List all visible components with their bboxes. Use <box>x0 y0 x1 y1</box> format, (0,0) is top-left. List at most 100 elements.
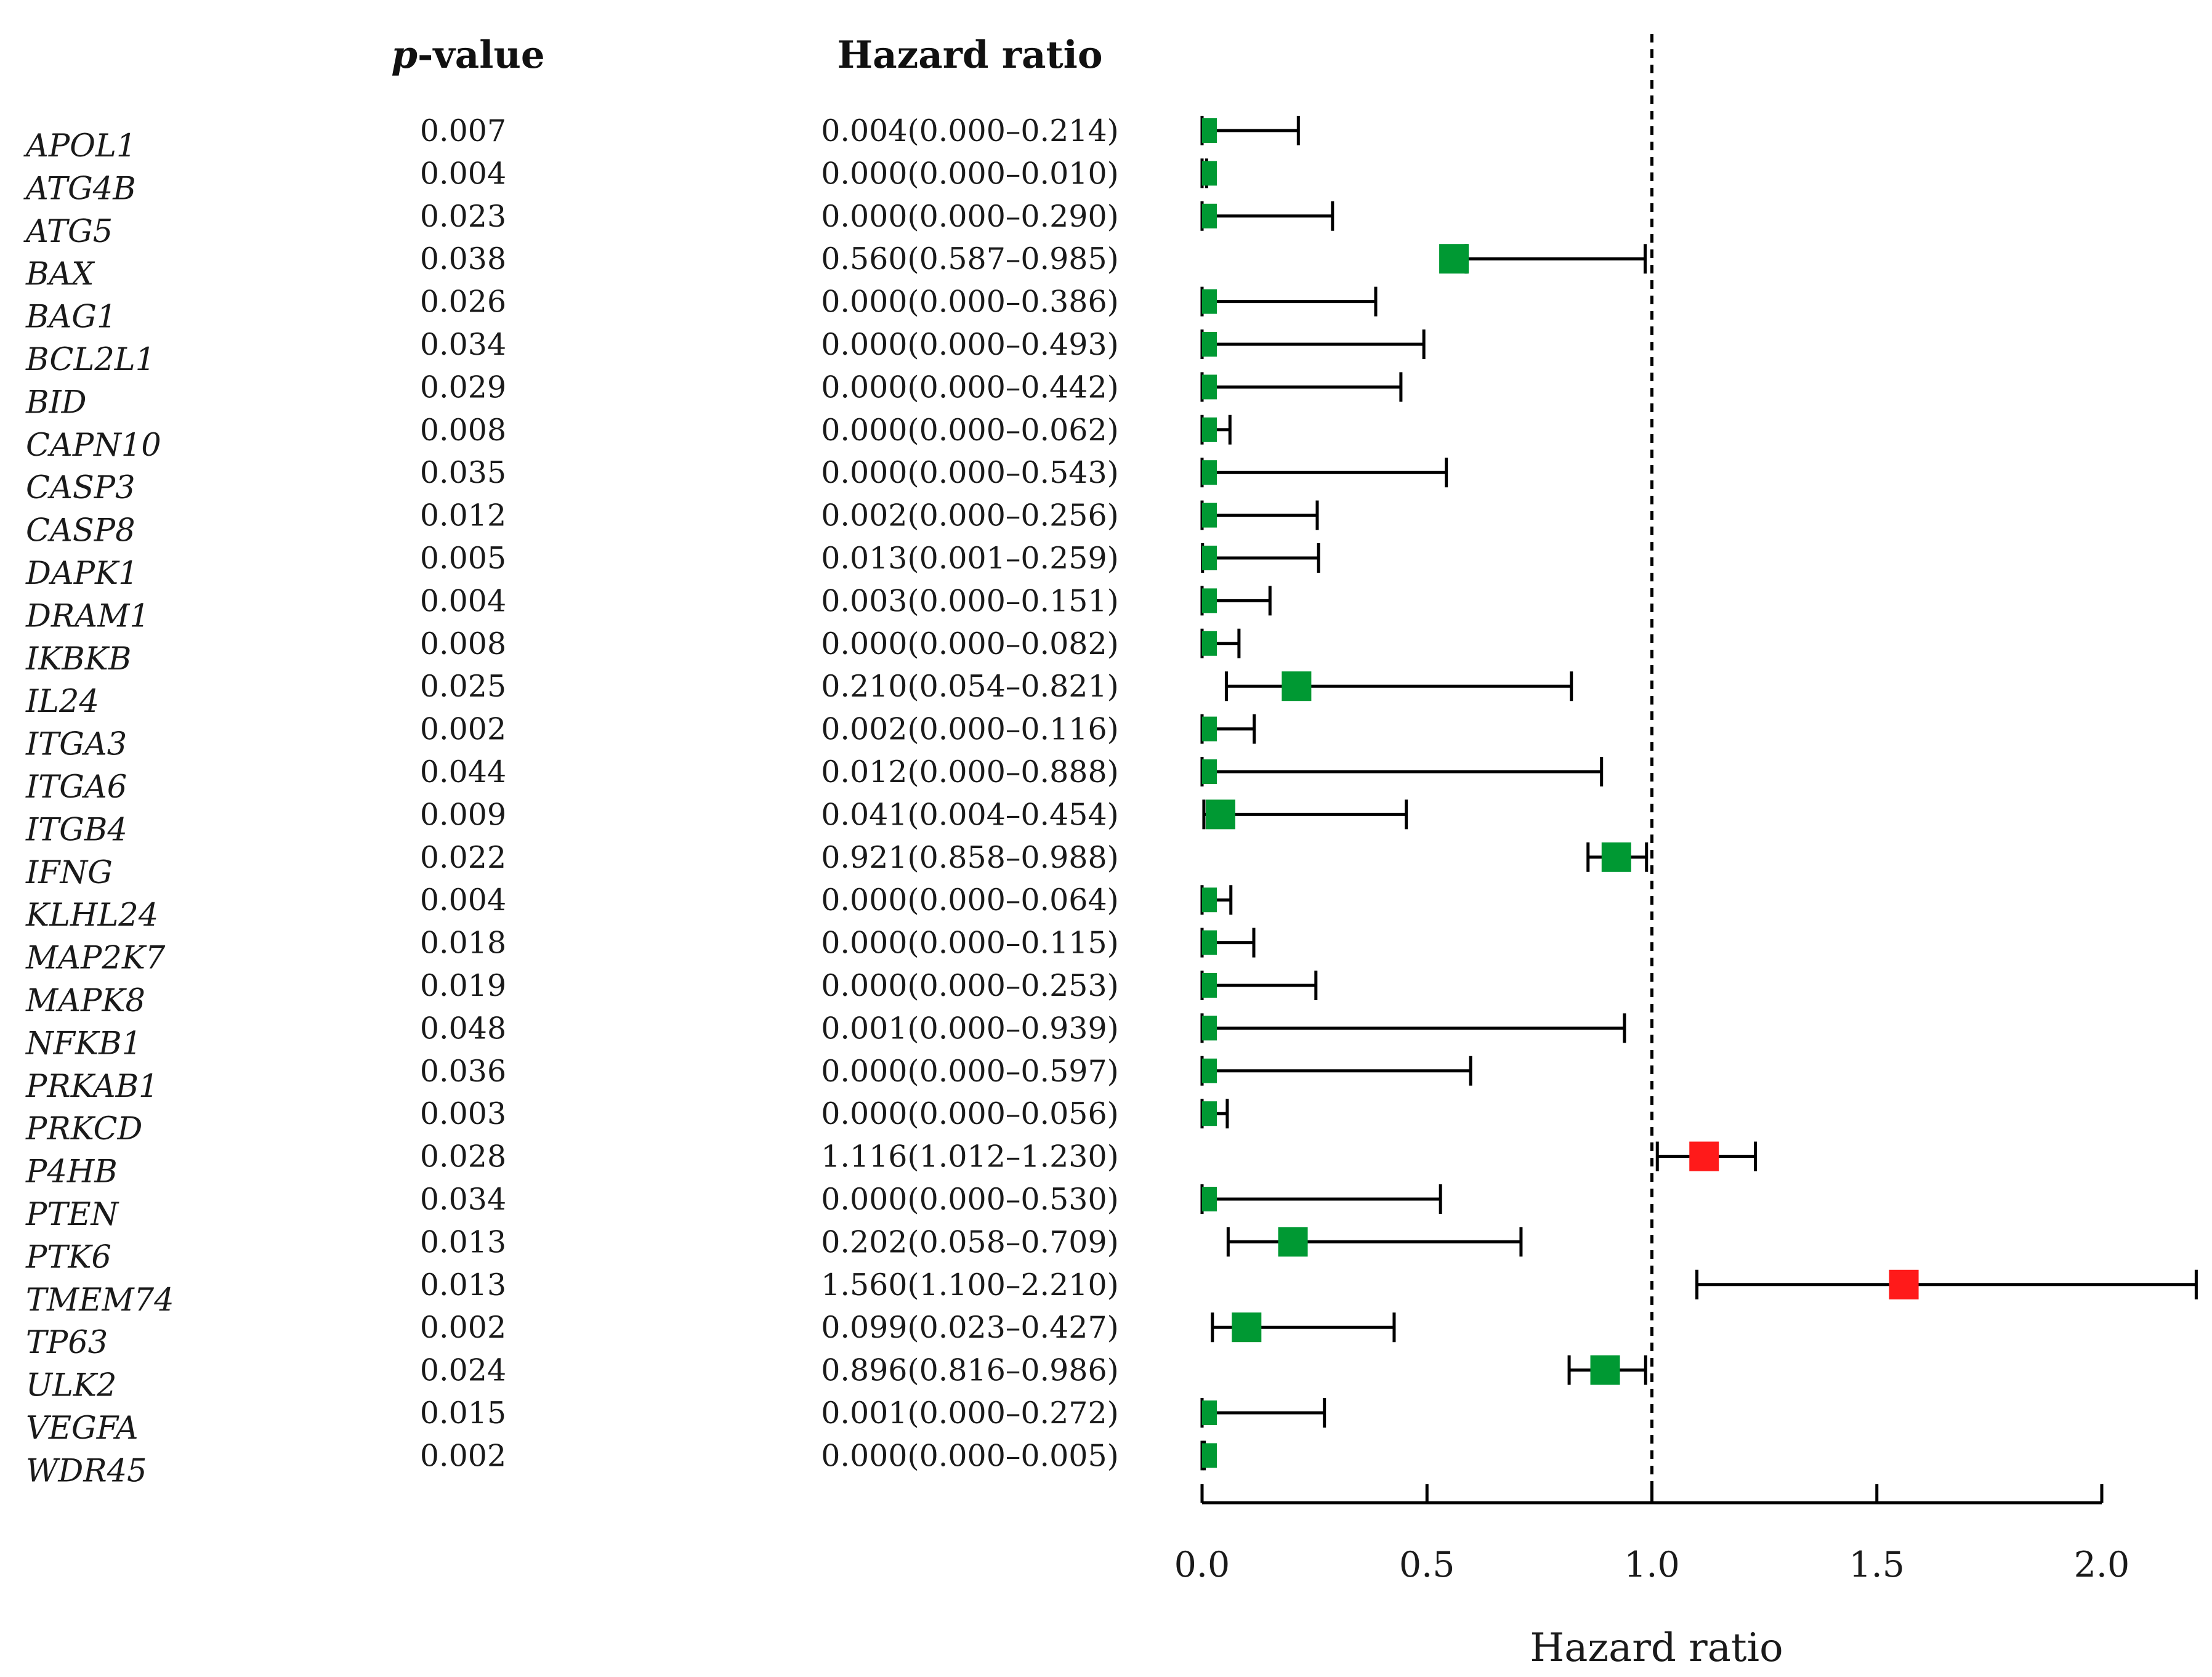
hazard-ratio-value: 0.000(0.000–0.062) <box>821 413 1119 448</box>
row-bid: BID 0.029 0.000(0.000–0.442) <box>25 370 1403 421</box>
hazard-ratio-value: 0.002(0.000–0.256) <box>821 498 1119 533</box>
p-value: 0.003 <box>420 1096 506 1131</box>
hr-point-marker <box>1889 1269 1919 1299</box>
hr-point-marker <box>1202 374 1217 400</box>
hr-point-marker <box>1202 289 1217 314</box>
hr-point-marker <box>1202 1443 1217 1468</box>
p-value: 0.012 <box>420 498 506 533</box>
gene-label: IKBKB <box>25 641 131 677</box>
hr-point-marker <box>1202 588 1217 613</box>
row-bag1: BAG1 0.026 0.000(0.000–0.386) <box>25 285 1378 336</box>
rows-layer: APOL1 0.007 0.004(0.000–0.214) ATG4B 0.004 0.… <box>23 113 2198 1489</box>
row-tp63: TP63 0.002 0.099(0.023–0.427) <box>26 1310 1396 1361</box>
hr-point-marker <box>1202 759 1217 784</box>
row-casp8: CASP8 0.012 0.002(0.000–0.256) <box>26 498 1319 549</box>
gene-label: IL24 <box>25 684 99 720</box>
gene-label: TMEM74 <box>26 1282 174 1319</box>
gene-label: P4HB <box>25 1154 118 1190</box>
gene-label: CASP3 <box>26 470 135 506</box>
hr-point-marker <box>1202 716 1217 742</box>
p-value: 0.004 <box>420 583 506 618</box>
row-dram1: DRAM1 0.004 0.003(0.000–0.151) <box>25 583 1272 634</box>
gene-label: NFKB1 <box>25 1025 142 1062</box>
p-value: 0.002 <box>420 1438 506 1473</box>
p-value: 0.008 <box>420 626 506 661</box>
p-value: 0.013 <box>420 1267 506 1303</box>
hr-point-marker <box>1202 973 1217 998</box>
gene-label: PRKCD <box>25 1111 142 1147</box>
row-prkcd: PRKCD 0.003 0.000(0.000–0.056) <box>25 1096 1229 1147</box>
p-value: 0.024 <box>420 1353 506 1388</box>
gene-label: ATG5 <box>23 214 113 250</box>
p-value: 0.002 <box>420 1310 506 1345</box>
p-value: 0.002 <box>420 712 506 747</box>
p-value: 0.025 <box>420 669 506 704</box>
hr-point-marker <box>1590 1355 1620 1385</box>
gene-label: ATG4B <box>23 171 136 207</box>
row-bcl2l1: BCL2L1 0.034 0.000(0.000–0.493) <box>25 327 1426 378</box>
gene-label: BAG1 <box>25 299 117 336</box>
x-tick-label: 1.5 <box>1849 1545 1905 1585</box>
pvalue-header-p: p <box>391 33 418 77</box>
hazard-ratio-value: 0.000(0.000–0.056) <box>821 1096 1119 1131</box>
gene-label: CAPN10 <box>26 427 161 464</box>
hazard-ratio-value: 0.041(0.004–0.454) <box>821 797 1119 832</box>
hr-point-marker <box>1202 417 1217 442</box>
gene-label: WDR45 <box>26 1453 147 1489</box>
hr-point-marker <box>1202 460 1217 485</box>
row-atg5: ATG5 0.023 0.000(0.000–0.290) <box>23 199 1334 250</box>
gene-label: ITGB4 <box>25 812 127 848</box>
row-ulk2: ULK2 0.024 0.896(0.816–0.986) <box>26 1353 1647 1404</box>
row-ptk6: PTK6 0.013 0.202(0.058–0.709) <box>25 1224 1523 1275</box>
hr-point-marker <box>1202 546 1217 570</box>
row-itga6: ITGA6 0.044 0.012(0.000–0.888) <box>25 754 1604 806</box>
gene-label: MAP2K7 <box>25 940 166 977</box>
gene-label: MAPK8 <box>25 983 145 1019</box>
p-value: 0.009 <box>420 797 506 832</box>
hazard-ratio-value: 0.001(0.000–0.939) <box>821 1011 1119 1046</box>
p-value: 0.048 <box>420 1011 506 1046</box>
p-value: 0.035 <box>420 455 506 490</box>
gene-label: PTEN <box>25 1197 120 1233</box>
gene-label: TP63 <box>26 1325 108 1361</box>
hr-point-marker <box>1202 887 1217 913</box>
hr-point-marker <box>1202 631 1217 656</box>
hr-point-marker <box>1202 161 1217 186</box>
p-value: 0.019 <box>420 968 506 1003</box>
p-value: 0.036 <box>420 1054 506 1089</box>
x-tick-label: 0.5 <box>1399 1545 1455 1585</box>
p-value: 0.018 <box>420 926 506 961</box>
hr-point-marker <box>1601 842 1631 872</box>
p-value: 0.034 <box>420 327 506 362</box>
row-atg4b: ATG4B 0.004 0.000(0.000–0.010) <box>23 156 1217 207</box>
row-klhl24: KLHL24 0.004 0.000(0.000–0.064) <box>25 883 1233 934</box>
hr-point-marker <box>1282 671 1312 701</box>
x-tick-label: 2.0 <box>2074 1545 2130 1585</box>
p-value: 0.028 <box>420 1139 506 1174</box>
hazard-ratio-value: 0.000(0.000–0.253) <box>821 968 1119 1003</box>
hazard-ratio-value: 0.000(0.000–0.005) <box>821 1438 1119 1473</box>
row-casp3: CASP3 0.035 0.000(0.000–0.543) <box>26 455 1448 506</box>
p-value: 0.004 <box>420 883 506 918</box>
hazard-ratio-value: 0.000(0.000–0.082) <box>821 626 1119 661</box>
row-pten: PTEN 0.034 0.000(0.000–0.530) <box>25 1182 1442 1233</box>
p-value: 0.005 <box>420 541 506 576</box>
row-capn10: CAPN10 0.008 0.000(0.000–0.062) <box>26 413 1232 464</box>
p-value: 0.008 <box>420 413 506 448</box>
pvalue-header: p-value <box>391 33 544 77</box>
hr-point-marker <box>1202 332 1217 357</box>
hr-point-marker <box>1202 203 1217 228</box>
hazard-ratio-value: 0.099(0.023–0.427) <box>821 1310 1119 1345</box>
p-value: 0.022 <box>420 840 506 875</box>
p-value: 0.034 <box>420 1182 506 1217</box>
hazard-ratio-value: 0.012(0.000–0.888) <box>821 754 1119 790</box>
row-wdr45: WDR45 0.002 0.000(0.000–0.005) <box>26 1438 1217 1489</box>
hazard-ratio-value: 0.000(0.000–0.010) <box>821 156 1119 191</box>
row-prkab1: PRKAB1 0.036 0.000(0.000–0.597) <box>25 1054 1472 1105</box>
x-axis-ticks: 0.0 0.5 1.0 1.5 2.0 <box>1174 1484 2130 1585</box>
hazard-ratio-value: 0.000(0.000–0.442) <box>821 370 1119 405</box>
p-value: 0.029 <box>420 370 506 405</box>
row-ikbkb: IKBKB 0.008 0.000(0.000–0.082) <box>25 626 1241 677</box>
hazard-ratio-value: 0.000(0.000–0.543) <box>821 455 1119 490</box>
